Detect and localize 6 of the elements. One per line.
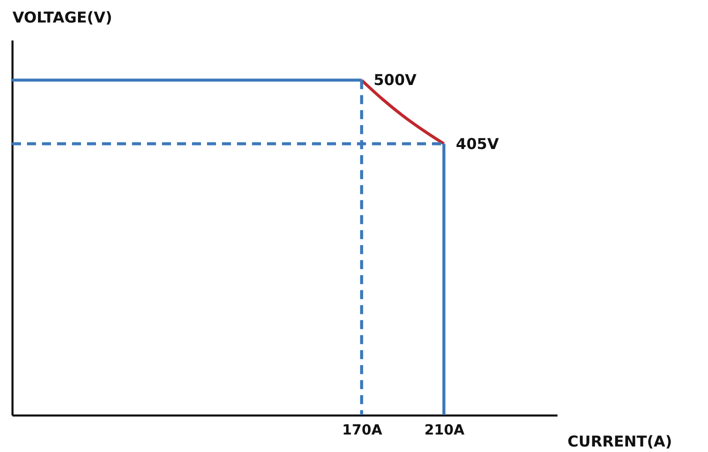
x-tick-label: 210A	[424, 422, 465, 438]
x-tick-label: 170A	[342, 422, 382, 438]
annotation: 500V	[374, 71, 417, 90]
annotation: 405V	[456, 134, 500, 153]
x-axis-title: CURRENT(A)	[568, 432, 672, 450]
y-axis-title: VOLTAGE(V)	[12, 8, 112, 26]
